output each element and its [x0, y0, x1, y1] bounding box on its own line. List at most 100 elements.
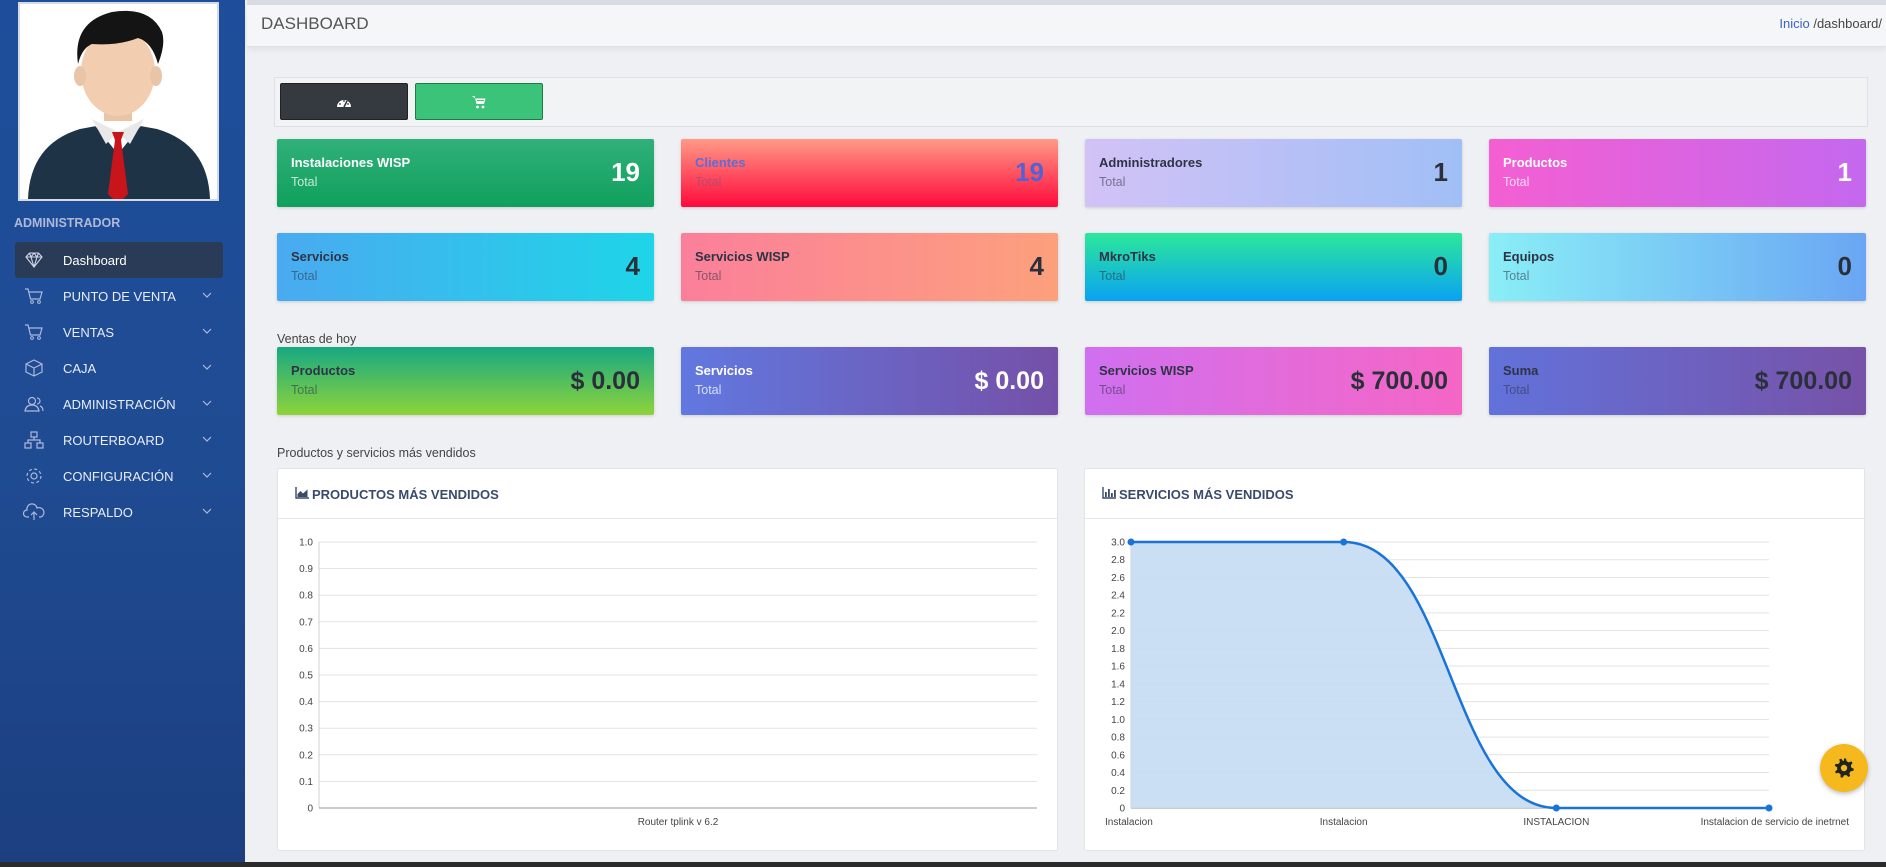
- sidebar-item-dashboard[interactable]: Dashboard: [15, 242, 223, 278]
- data-point: [1340, 538, 1348, 546]
- chart-panel-productos: PRODUCTOS MÁS VENDIDOS 0 0.1 0.2 0.3 0.4 0.5 0…: [277, 468, 1058, 851]
- sidebar-item-caja[interactable]: CAJA: [15, 350, 223, 386]
- today-card-servicios[interactable]: Servicios Total $ 0.00: [681, 347, 1058, 415]
- stat-title: Clientes: [695, 155, 746, 170]
- settings-fab-button[interactable]: [1820, 744, 1868, 792]
- stat-card-equipos[interactable]: Equipos Total 0: [1489, 233, 1866, 301]
- area-chart-icon: [295, 487, 309, 499]
- chevron-down-icon: [202, 328, 212, 334]
- section-label-mas-vendidos: Productos y servicios más vendidos: [277, 446, 476, 460]
- bottom-bar: [0, 862, 1886, 867]
- sidebar-item-label: RESPALDO: [63, 504, 133, 520]
- panel-header: SERVICIOS MÁS VENDIDOS: [1085, 469, 1864, 519]
- stat-value: 4: [625, 251, 640, 281]
- stat-card-clientes[interactable]: Clientes Total 19: [681, 139, 1058, 207]
- series-line: [1131, 540, 1769, 810]
- y-tick-label: 0.8: [1111, 733, 1125, 744]
- stat-card-administradores[interactable]: Administradores Total 1: [1085, 139, 1462, 207]
- y-tick-label: 0.9: [299, 564, 313, 575]
- y-tick-label: 0: [1119, 804, 1125, 815]
- today-title: Servicios: [695, 363, 753, 378]
- gear-icon: [23, 465, 45, 487]
- chevron-down-icon: [202, 508, 212, 514]
- quick-actions-panel: [274, 77, 1868, 127]
- y-tick-label: 2.4: [1111, 591, 1125, 602]
- point-of-sale-button[interactable]: [415, 83, 543, 120]
- y-tick-label: 0: [307, 804, 313, 815]
- y-tick-label: 1.0: [299, 538, 313, 549]
- sidebar-item-label: CONFIGURACIÓN: [63, 468, 174, 484]
- page-title: DASHBOARD: [261, 14, 369, 33]
- sidebar-nav: Dashboard PUNTO DE VENTA VENTAS CAJA: [15, 242, 223, 530]
- stat-card-mikrotiks[interactable]: MkroTiks Total 0: [1085, 233, 1462, 301]
- stat-subtitle: Total: [291, 269, 318, 283]
- role-label: ADMINISTRADOR: [14, 216, 121, 230]
- breadcrumb: Inicio /dashboard/: [1779, 16, 1882, 31]
- y-tick-label: 1.8: [1111, 644, 1125, 655]
- stat-card-servicios-wisp[interactable]: Servicios WISP Total 4: [681, 233, 1058, 301]
- sidebar-item-label: PUNTO DE VENTA: [63, 288, 176, 304]
- bar-chart-icon: [1102, 487, 1116, 499]
- stat-subtitle: Total: [1503, 175, 1530, 189]
- sidebar-item-administracion[interactable]: ADMINISTRACIÓN: [15, 386, 223, 422]
- cart-icon: [472, 95, 486, 108]
- stat-card-instalaciones-wisp[interactable]: Instalaciones WISP Total 19: [277, 139, 654, 207]
- y-tick-label: 0.6: [1111, 750, 1125, 761]
- gear-icon: [1834, 758, 1854, 778]
- sidebar-item-respaldo[interactable]: RESPALDO: [15, 494, 223, 530]
- sidebar-item-label: ADMINISTRACIÓN: [63, 396, 176, 412]
- stat-subtitle: Total: [1099, 269, 1126, 283]
- y-tick-label: 0.3: [299, 724, 313, 735]
- top-strip: [247, 0, 1886, 5]
- x-tick-label: Instalacion: [1105, 817, 1153, 828]
- today-value: $ 0.00: [570, 367, 640, 395]
- y-tick-label: 2.8: [1111, 555, 1125, 566]
- y-tick-label: 1.4: [1111, 679, 1125, 690]
- today-value: $ 700.00: [1754, 367, 1852, 395]
- stat-subtitle: Total: [695, 175, 722, 189]
- stat-card-productos[interactable]: Productos Total 1: [1489, 139, 1866, 207]
- data-point: [1127, 538, 1135, 546]
- stat-title: Equipos: [1503, 249, 1555, 264]
- y-tick-label: 0.4: [299, 697, 313, 708]
- stat-value: 19: [611, 157, 640, 187]
- cart-icon: [23, 321, 45, 343]
- today-value: $ 0.00: [974, 367, 1044, 395]
- y-tick-label: 0.4: [1111, 768, 1125, 779]
- panel-title: SERVICIOS MÁS VENDIDOS: [1119, 487, 1294, 502]
- sidebar-item-routerboard[interactable]: ROUTERBOARD: [15, 422, 223, 458]
- sidebar-item-label: VENTAS: [63, 324, 115, 340]
- dashboard-button[interactable]: [280, 83, 408, 120]
- sidebar-item-punto-de-venta[interactable]: PUNTO DE VENTA: [15, 278, 223, 314]
- y-tick-label: 3.0: [1111, 538, 1125, 549]
- x-tick-label: Router tplink v 6.2: [638, 817, 719, 828]
- chevron-down-icon: [202, 472, 212, 478]
- today-card-productos[interactable]: Productos Total $ 0.00: [277, 347, 654, 415]
- breadcrumb-home-link[interactable]: Inicio: [1779, 16, 1810, 31]
- avatar: [18, 2, 219, 201]
- y-tick-label: 0.2: [299, 750, 313, 761]
- stat-title: MkroTiks: [1099, 249, 1156, 264]
- today-subtitle: Total: [695, 383, 722, 397]
- chevron-down-icon: [202, 292, 212, 298]
- today-card-suma[interactable]: Suma Total $ 700.00: [1489, 347, 1866, 415]
- stat-title: Administradores: [1099, 155, 1203, 170]
- chart-panel-servicios: SERVICIOS MÁS VENDIDOS 0 0.2 0.4 0.6 0.8 1.0 1…: [1084, 468, 1865, 851]
- stat-subtitle: Total: [695, 269, 722, 283]
- stat-card-servicios[interactable]: Servicios Total 4: [277, 233, 654, 301]
- y-tick-label: 1.0: [1111, 715, 1125, 726]
- today-value: $ 700.00: [1350, 367, 1448, 395]
- data-point: [1552, 804, 1560, 812]
- data-point: [1765, 804, 1773, 812]
- today-subtitle: Total: [1503, 383, 1530, 397]
- sidebar-item-configuracion[interactable]: CONFIGURACIÓN: [15, 458, 223, 494]
- x-tick-label: Instalacion de servicio de inetrnet: [1701, 817, 1850, 828]
- y-tick-label: 0.5: [299, 671, 313, 682]
- y-tick-label: 0.8: [299, 591, 313, 602]
- dashboard-gauge-icon: [337, 99, 351, 107]
- sidebar-item-ventas[interactable]: VENTAS: [15, 314, 223, 350]
- stat-value: 0: [1837, 251, 1852, 281]
- panel-header: PRODUCTOS MÁS VENDIDOS: [278, 469, 1057, 519]
- today-card-servicios-wisp[interactable]: Servicios WISP Total $ 700.00: [1085, 347, 1462, 415]
- y-tick-label: 2.6: [1111, 573, 1125, 584]
